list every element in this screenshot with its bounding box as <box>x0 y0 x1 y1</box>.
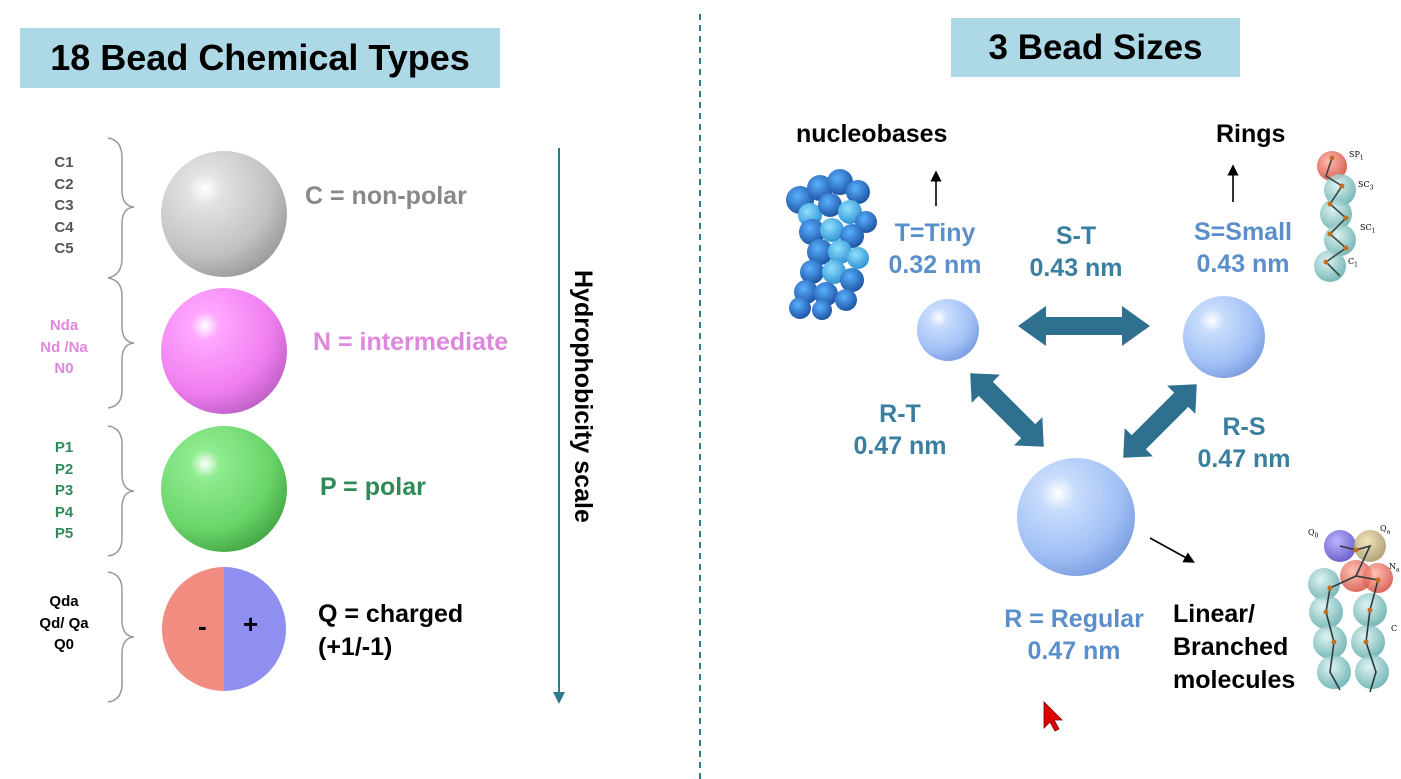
code-c3: C3 <box>54 197 74 214</box>
minus-sign: - <box>198 611 207 641</box>
st-double-arrow <box>1018 306 1150 346</box>
mouse-cursor-icon <box>1043 701 1063 732</box>
brace-n <box>107 277 135 409</box>
st-label: S-T 0.43 nm <box>1020 220 1132 284</box>
mol-label-c: C <box>1391 624 1398 633</box>
code-p4: P4 <box>54 503 74 521</box>
mol-label-na: Na <box>1389 562 1400 574</box>
linear-branched-label: Linear/ Branched molecules <box>1173 598 1295 697</box>
code-nd-na: Nd /Na <box>40 338 88 356</box>
rt-label: R-T 0.47 nm <box>844 398 956 462</box>
rt-double-arrow <box>970 373 1044 447</box>
type-label-q-line2: (+1/-1) <box>318 633 393 661</box>
codes-q: Qda Qd/ Qa Q0 <box>20 591 108 656</box>
hydrophobicity-scale-label: Hydrophobicity scale <box>569 270 597 523</box>
small-label: S=Small 0.43 nm <box>1184 216 1302 280</box>
mol-label-sc1: SC1 <box>1360 223 1376 235</box>
st-name: S-T <box>1055 222 1097 250</box>
type-label-n: N = intermediate <box>313 328 509 356</box>
code-qda: Qda <box>49 593 79 610</box>
code-p2: P2 <box>54 460 74 478</box>
code-p5: P5 <box>54 525 74 542</box>
code-p3: P3 <box>54 482 74 499</box>
mol-label-q0: Q0 <box>1308 528 1319 540</box>
brace-p <box>107 425 135 557</box>
tiny-value: 0.32 nm <box>888 251 982 279</box>
left-title: 18 Bead Chemical Types <box>20 28 500 88</box>
code-q0: Q0 <box>53 636 74 653</box>
linear-arrow <box>1149 537 1195 563</box>
bead-p-sphere <box>161 426 287 552</box>
code-p1: P1 <box>54 439 74 456</box>
right-title: 3 Bead Sizes <box>951 18 1240 77</box>
nucleobase-molecule <box>786 169 877 320</box>
codes-c: C1 C2 C3 C4 C5 <box>35 152 93 260</box>
regular-name: R = Regular <box>1004 605 1144 633</box>
codes-p: P1 P2 P3 P4 P5 <box>35 437 93 545</box>
rt-value: 0.47 nm <box>853 432 947 460</box>
small-name: S=Small <box>1194 218 1292 246</box>
type-label-q-line1: Q = charged <box>318 600 464 628</box>
bead-q-sphere <box>162 567 286 691</box>
tiny-sphere <box>917 299 979 361</box>
regular-label: R = Regular 0.47 nm <box>994 603 1154 667</box>
small-value: 0.43 nm <box>1196 250 1290 278</box>
tiny-name: T=Tiny <box>894 219 976 247</box>
rt-name: R-T <box>879 400 921 428</box>
linear-line2: Branched <box>1173 633 1289 661</box>
code-n0: N0 <box>54 360 74 377</box>
code-qd-qa: Qd/ Qa <box>39 614 89 632</box>
code-c4: C4 <box>54 218 74 236</box>
mol-label-sc3: SC3 <box>1358 180 1374 192</box>
type-label-q: Q = charged (+1/-1) <box>318 598 463 664</box>
ring-molecule <box>1314 151 1356 282</box>
small-sphere <box>1183 296 1265 378</box>
st-value: 0.43 nm <box>1029 254 1123 282</box>
plus-sign: + <box>243 609 259 639</box>
linear-molecule <box>1308 530 1393 693</box>
regular-sphere <box>1017 458 1135 576</box>
type-label-c: C = non-polar <box>305 182 467 210</box>
code-c1: C1 <box>54 154 74 171</box>
linear-line1: Linear/ <box>1173 600 1255 628</box>
rs-label: R-S 0.47 nm <box>1188 411 1300 475</box>
rs-name: R-S <box>1222 413 1266 441</box>
mol-label-c1: C1 <box>1348 257 1358 269</box>
type-label-p: P = polar <box>320 473 426 501</box>
rs-double-arrow <box>1123 384 1197 458</box>
bead-c-sphere <box>161 151 287 277</box>
code-c2: C2 <box>54 175 74 193</box>
rings-label: Rings <box>1216 120 1286 148</box>
bead-n-sphere <box>161 288 287 414</box>
nucleobases-label: nucleobases <box>796 120 948 148</box>
mol-label-qa: Qa <box>1380 524 1391 536</box>
rs-value: 0.47 nm <box>1197 445 1291 473</box>
linear-line3: molecules <box>1173 666 1296 694</box>
mol-label-sp1: SP1 <box>1349 150 1364 162</box>
tiny-label: T=Tiny 0.32 nm <box>880 217 990 281</box>
code-nda: Nda <box>49 317 79 334</box>
code-c5: C5 <box>54 240 74 257</box>
regular-value: 0.47 nm <box>1027 637 1121 665</box>
codes-n: Nda Nd /Na N0 <box>25 315 103 380</box>
brace-q <box>107 571 135 703</box>
brace-c <box>107 137 135 279</box>
